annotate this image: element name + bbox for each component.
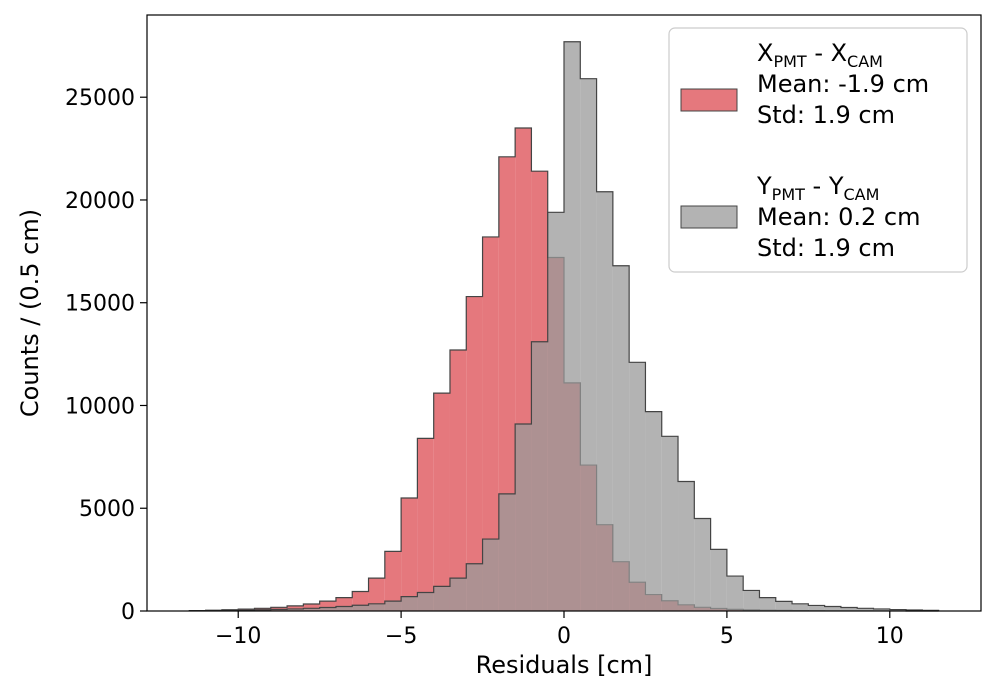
histogram-bar — [368, 578, 385, 611]
histogram-bar — [303, 608, 320, 611]
histogram-bar — [482, 236, 499, 611]
histogram-bar — [401, 596, 418, 611]
legend-swatch-y — [680, 205, 738, 229]
histogram-bar — [254, 609, 271, 611]
histogram-bar — [726, 576, 744, 611]
legend-std-y: Std: 1.9 cm — [757, 234, 895, 262]
legend: XPMT - XCAM Mean: -1.9 cm Std: 1.9 cm YP… — [668, 27, 968, 273]
histogram-bar — [808, 605, 825, 611]
legend-title-y: YPMT - YCAM — [756, 172, 879, 204]
histogram-bar — [319, 607, 336, 611]
histogram-bar — [270, 609, 288, 611]
y-tick-label: 0 — [121, 600, 135, 625]
histogram-bar — [645, 411, 662, 611]
y-tick-label: 15000 — [65, 292, 135, 317]
histogram-bar — [433, 586, 450, 611]
x-axis: −10 −5 0 5 10 — [215, 611, 904, 649]
y-tick-label: 25000 — [65, 86, 135, 111]
histogram-bar — [417, 438, 434, 611]
y-tick-label: 10000 — [65, 394, 135, 419]
histogram-bar — [629, 362, 646, 611]
y-axis-label: Counts / (0.5 cm) — [16, 209, 44, 417]
histogram-bar — [319, 601, 336, 611]
histogram-bar — [564, 41, 581, 612]
legend-title-x: XPMT - XCAM — [757, 39, 883, 71]
histogram-bar — [743, 590, 760, 611]
histogram-bar — [889, 609, 907, 611]
histogram-bar — [303, 604, 320, 611]
bars-layer — [188, 41, 940, 612]
histogram-bar — [596, 191, 613, 612]
legend-mean-x: Mean: -1.9 cm — [757, 70, 929, 98]
series-1-bars — [188, 41, 940, 612]
histogram-bar — [759, 597, 776, 611]
histogram-bar — [352, 605, 369, 611]
histogram-bar — [824, 606, 841, 611]
x-tick-label: 0 — [557, 624, 571, 649]
legend-mean-y: Mean: 0.2 cm — [757, 203, 920, 231]
histogram-bar — [466, 296, 483, 611]
x-tick-label: 5 — [720, 624, 734, 649]
y-tick-label: 20000 — [65, 189, 135, 214]
series-1-outline — [188, 41, 940, 612]
histogram-bar — [792, 603, 809, 611]
legend-box — [668, 27, 968, 273]
histogram-bar — [433, 393, 450, 611]
histogram-bar — [482, 539, 499, 611]
x-tick-label: −5 — [385, 624, 417, 649]
histogram-bar — [678, 481, 695, 611]
histogram-bar — [515, 423, 532, 611]
histogram-bar — [335, 606, 353, 611]
histogram-bar — [694, 518, 711, 611]
histogram-bar — [873, 608, 890, 611]
histogram-bar — [449, 578, 467, 611]
x-axis-label: Residuals [cm] — [476, 651, 653, 679]
histogram-bar — [401, 497, 418, 611]
x-tick-label: −10 — [215, 624, 261, 649]
histogram-bar — [531, 341, 548, 611]
histogram-bar — [580, 78, 597, 612]
y-axis: 0 5000 10000 15000 20000 25000 — [65, 86, 147, 625]
histogram-bar — [840, 607, 858, 611]
histogram-bar — [661, 436, 679, 611]
histogram-bar — [466, 563, 483, 611]
histogram-bar — [384, 601, 402, 611]
histogram-bar — [384, 551, 402, 611]
x-tick-label: 10 — [876, 624, 904, 649]
histogram-bar — [449, 349, 467, 611]
histogram-bar — [710, 549, 727, 611]
histogram-bar — [287, 608, 304, 611]
legend-swatch-x — [680, 88, 738, 112]
histogram-bar — [417, 592, 434, 611]
histogram-bar — [775, 601, 793, 611]
histogram-bar — [498, 493, 516, 611]
legend-std-x: Std: 1.9 cm — [757, 101, 895, 129]
y-tick-label: 5000 — [79, 497, 135, 522]
histogram-bar — [857, 608, 874, 611]
histogram-bar — [547, 212, 564, 611]
histogram-bar — [368, 603, 385, 611]
histogram-bar — [612, 265, 630, 611]
